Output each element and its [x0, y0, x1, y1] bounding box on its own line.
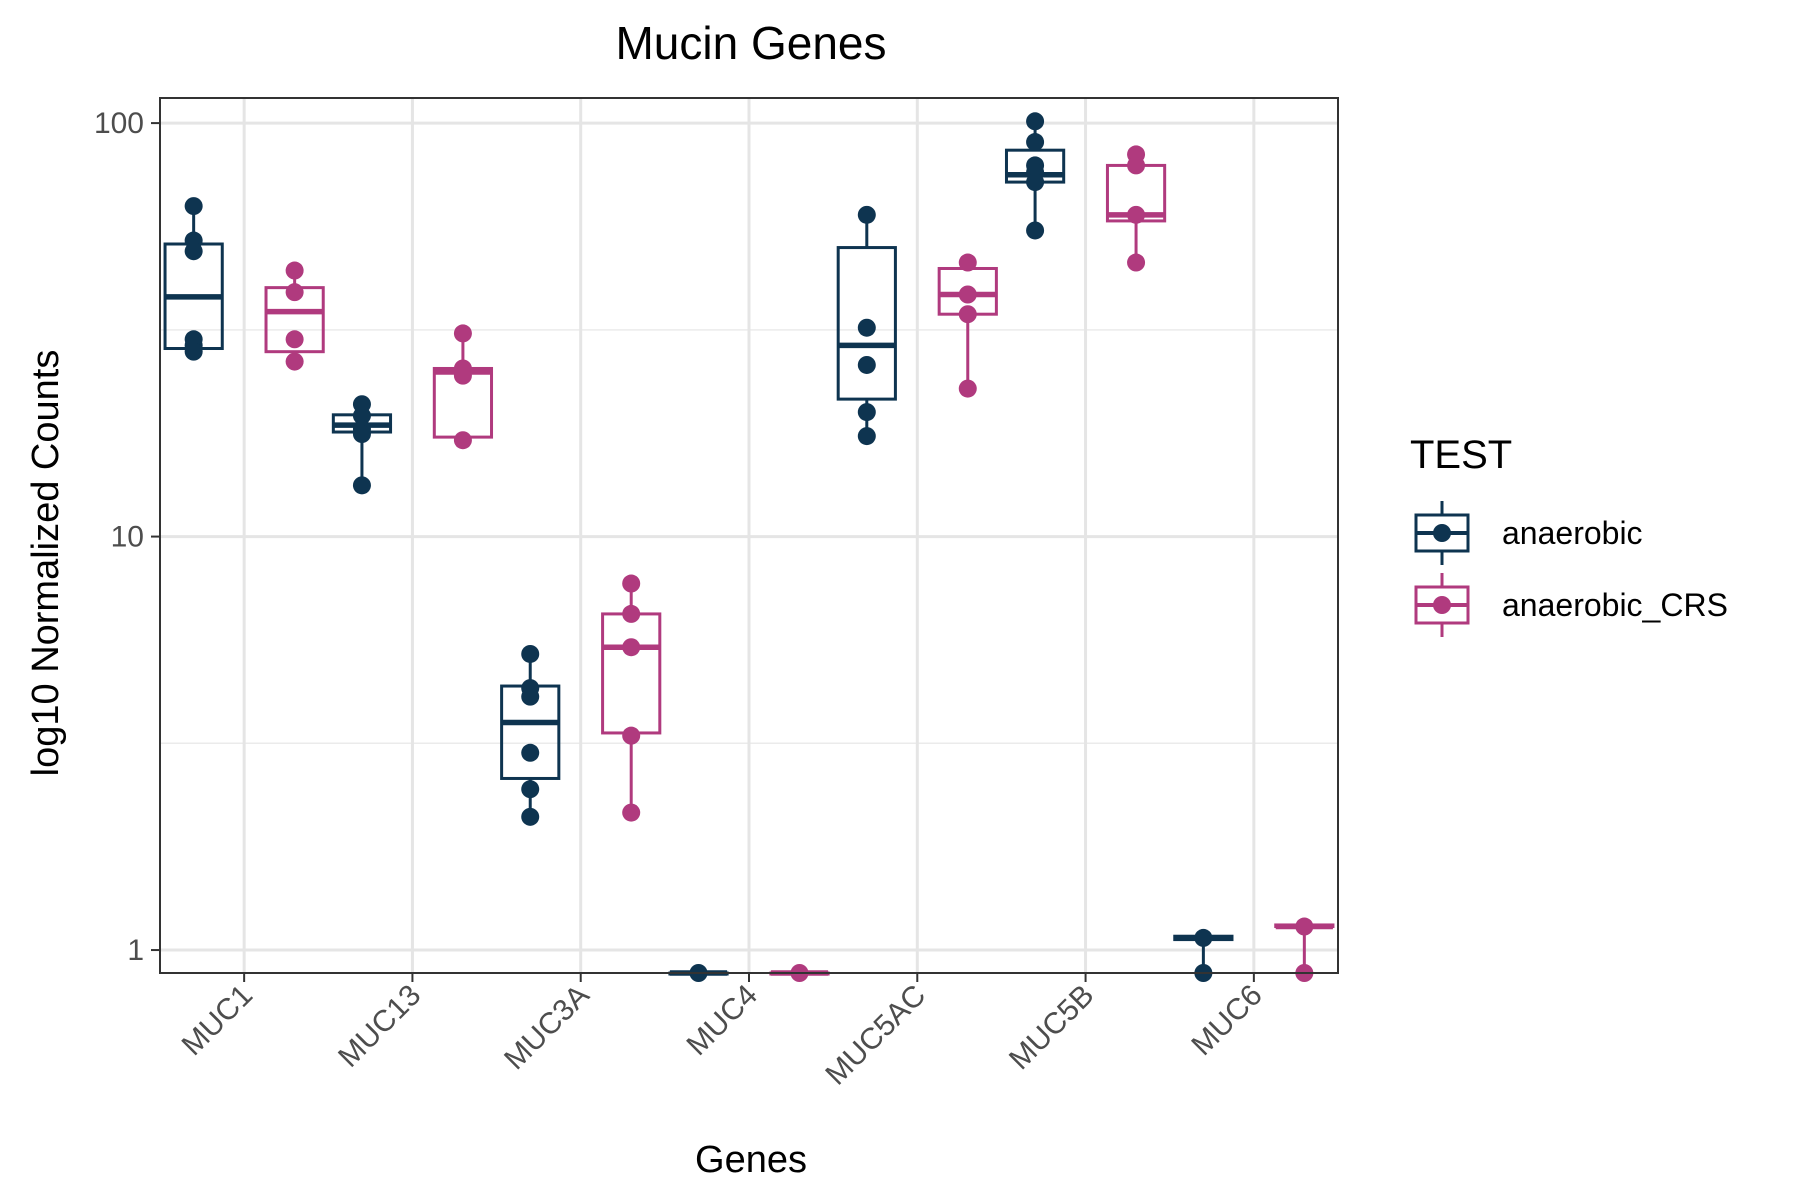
data-point — [958, 305, 977, 324]
data-point — [622, 604, 641, 623]
data-point — [521, 780, 540, 799]
box-MUC3A-anaerobic — [500, 644, 561, 826]
y-tick-label: 10 — [111, 521, 144, 554]
legend: TEST anaerobic anaerobic_CRS — [1410, 433, 1728, 637]
data-point — [857, 318, 876, 337]
data-point — [285, 330, 304, 349]
data-point — [352, 476, 371, 495]
data-point — [857, 403, 876, 422]
data-point — [521, 807, 540, 826]
data-point — [285, 352, 304, 371]
data-point — [1026, 221, 1045, 240]
legend-title: TEST — [1410, 433, 1512, 477]
box-MUC1-anaerobic_CRS — [264, 261, 325, 371]
data-point — [857, 427, 876, 446]
data-point — [1127, 205, 1146, 224]
data-point — [1026, 112, 1045, 131]
data-point — [352, 406, 371, 425]
data-point — [285, 283, 304, 302]
data-point — [184, 342, 203, 361]
box-MUC1-anaerobic — [163, 197, 224, 361]
legend-label: anaerobic_CRS — [1502, 587, 1728, 623]
data-point — [285, 261, 304, 280]
legend-item-anaerobic: anaerobic — [1414, 501, 1643, 565]
legend-key-point — [1433, 596, 1451, 614]
data-point — [1295, 917, 1314, 936]
data-point — [453, 366, 472, 385]
box-MUC5AC-anaerobic_CRS — [937, 253, 998, 398]
box-MUC5B-anaerobic_CRS — [1105, 145, 1167, 272]
y-tick-label: 1 — [127, 934, 144, 967]
data-point — [184, 242, 203, 261]
data-point — [622, 726, 641, 745]
legend-key-point — [1433, 524, 1451, 542]
box-body — [836, 246, 897, 401]
x-axis-title: Genes — [695, 1139, 807, 1181]
data-point — [1026, 133, 1045, 152]
data-point — [622, 803, 641, 822]
data-point — [521, 687, 540, 706]
y-axis-title: log10 Normalized Counts — [25, 350, 67, 777]
chart-title: Mucin Genes — [615, 17, 886, 69]
data-point — [958, 285, 977, 304]
box-MUC5AC-anaerobic — [836, 205, 897, 446]
data-point — [857, 355, 876, 374]
box-MUC5B-anaerobic — [1004, 112, 1066, 240]
box-MUC13-anaerobic — [331, 395, 393, 495]
data-point — [453, 431, 472, 450]
data-point — [622, 574, 641, 593]
data-point — [622, 638, 641, 657]
y-tick-label: 100 — [94, 107, 144, 140]
legend-item-anaerobic_CRS: anaerobic_CRS — [1414, 573, 1728, 637]
data-point — [521, 743, 540, 762]
box-MUC3A-anaerobic_CRS — [601, 574, 662, 822]
data-point — [1194, 928, 1213, 947]
data-point — [958, 253, 977, 272]
data-point — [857, 205, 876, 224]
data-point — [352, 425, 371, 444]
data-point — [184, 197, 203, 216]
data-point — [1127, 253, 1146, 272]
legend-label: anaerobic — [1502, 515, 1643, 551]
box-MUC13-anaerobic_CRS — [432, 324, 494, 450]
data-point — [453, 324, 472, 343]
data-point — [1026, 173, 1045, 192]
data-point — [521, 644, 540, 663]
box-MUC6-anaerobic_CRS — [1274, 917, 1335, 982]
data-point — [958, 379, 977, 398]
data-point — [1127, 156, 1146, 175]
